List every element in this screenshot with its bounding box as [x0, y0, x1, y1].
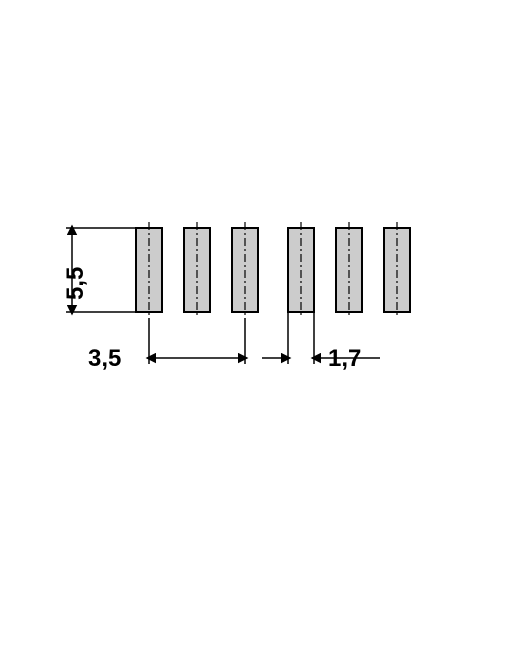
bar-4 [288, 222, 314, 318]
bar-1 [136, 222, 162, 318]
dimension-drawing [0, 0, 513, 655]
dimension-height-label: 5,5 [62, 267, 90, 300]
bar-6 [384, 222, 410, 318]
dimension-width [262, 312, 380, 364]
bar-group [136, 222, 410, 318]
bar-5 [336, 222, 362, 318]
diagram-canvas: 5,5 3,5 1,7 [0, 0, 513, 655]
bar-2 [184, 222, 210, 318]
bar-3 [232, 222, 258, 318]
dimension-pitch-label: 3,5 [88, 345, 121, 373]
dimension-pitch [149, 318, 245, 364]
dimension-width-label: 1,7 [328, 345, 361, 373]
